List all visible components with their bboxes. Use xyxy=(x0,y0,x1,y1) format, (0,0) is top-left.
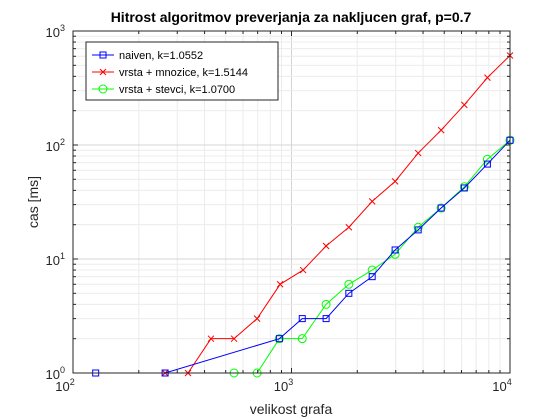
series-3-point xyxy=(321,299,331,309)
series-2-point xyxy=(299,266,307,274)
series-3-point xyxy=(297,334,307,344)
series-1-point xyxy=(368,273,376,281)
legend-item: naiven, k=1.0552 xyxy=(92,50,203,62)
legend-marker xyxy=(99,51,107,59)
legend-marker xyxy=(98,84,108,94)
series-1-point xyxy=(298,315,306,323)
series-2-point xyxy=(391,177,399,185)
legend-item: vrsta + mnozice, k=1.5144 xyxy=(92,67,248,79)
legend: naiven, k=1.0552 vrsta + mnozice, k=1.514… xyxy=(85,41,279,101)
series-2-line xyxy=(165,55,511,374)
series-2-point xyxy=(345,223,353,231)
series-2-point xyxy=(368,198,376,205)
series-1-point xyxy=(345,289,353,297)
series-1-point xyxy=(414,226,422,234)
series-1-point xyxy=(437,204,445,212)
series-3-point xyxy=(344,279,354,289)
series-2-point xyxy=(460,101,468,109)
series-1-point xyxy=(483,160,491,168)
series-layer xyxy=(92,52,515,378)
series-2 xyxy=(161,52,514,377)
series-1-point xyxy=(460,184,468,192)
legend-marker xyxy=(99,68,107,76)
series-1-point xyxy=(322,315,330,323)
axis-ticks xyxy=(72,31,510,374)
legend-label: vrsta + mnozice, k=1.5144 xyxy=(119,67,248,79)
legend-label: naiven, k=1.0552 xyxy=(119,50,203,62)
legend-box xyxy=(85,41,279,101)
x-axis-label: velikost grafa xyxy=(250,401,333,417)
series-2-point xyxy=(437,126,445,134)
x-tick-label: 102 xyxy=(55,377,74,394)
series-1-point xyxy=(391,246,399,254)
series-3-point xyxy=(413,222,423,232)
series-2-point xyxy=(414,149,422,157)
y-tick-label: 102 xyxy=(46,137,65,154)
series-2-point xyxy=(253,315,261,322)
series-2-point xyxy=(484,74,491,81)
legend-label: vrsta + stevci, k=1.0700 xyxy=(119,84,235,96)
series-2-point xyxy=(230,335,238,343)
y-tick-label: 100 xyxy=(46,365,65,382)
series-3-point xyxy=(436,203,446,213)
series-2-point xyxy=(207,335,215,343)
y-tick-label: 101 xyxy=(46,251,65,268)
series-3-point xyxy=(274,334,284,344)
series-1-point xyxy=(275,335,283,343)
chart-title: Hitrost algoritmov preverjanja za naklju… xyxy=(111,9,472,25)
x-tick-label: 104 xyxy=(492,377,511,394)
y-tick-label: 103 xyxy=(46,23,65,40)
y-axis-label: cas [ms] xyxy=(25,176,41,228)
series-2-point xyxy=(276,280,284,288)
legend-item: vrsta + stevci, k=1.0700 xyxy=(92,84,235,96)
series-1-line xyxy=(95,139,511,374)
x-tick-label: 103 xyxy=(274,377,293,394)
tick-labels: 102 103 104 100 101 102 103 xyxy=(46,23,512,394)
series-2-point xyxy=(322,242,330,250)
